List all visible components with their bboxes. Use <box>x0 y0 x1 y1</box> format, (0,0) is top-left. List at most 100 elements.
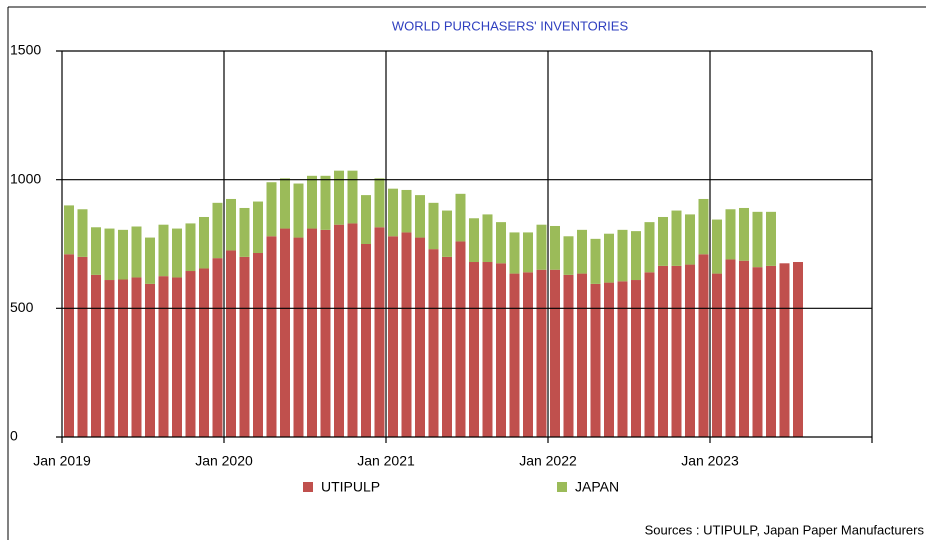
bar-segment <box>779 263 790 437</box>
x-tick-label: Jan 2022 <box>519 453 577 469</box>
bar-segment <box>725 259 736 437</box>
bar-segment <box>347 223 358 437</box>
bar-segment <box>550 269 560 437</box>
bar-segment <box>293 237 304 437</box>
bar-segment <box>725 209 736 260</box>
bar-segment <box>631 231 641 281</box>
bar-segment <box>428 202 439 250</box>
bar-segment <box>226 250 236 437</box>
bar-segment <box>172 277 182 437</box>
bar-segment <box>104 280 115 437</box>
bar-segment <box>604 282 614 437</box>
bar-segment <box>158 224 169 277</box>
bar-segment <box>563 274 574 437</box>
y-tick-label: 0 <box>10 428 18 444</box>
bar-segment <box>455 193 466 242</box>
bar-segment <box>523 272 533 437</box>
bar-segment <box>347 170 358 224</box>
bar-segment <box>280 178 290 229</box>
source-note: Sources : UTIPULP, Japan Paper Manufactu… <box>645 522 925 537</box>
chart-title: WORLD PURCHASERS' INVENTORIES <box>392 18 629 33</box>
bar-segment <box>118 279 128 437</box>
bar-segment <box>145 237 155 284</box>
bar-segment <box>617 281 628 437</box>
x-tick-label: Jan 2021 <box>357 453 415 469</box>
bar-segment <box>577 273 587 437</box>
bar-segment <box>185 271 196 437</box>
bar-segment <box>361 195 371 244</box>
bar-segment <box>320 229 331 437</box>
bar-segment <box>307 228 317 437</box>
bar-segment <box>766 265 776 437</box>
bar-segment <box>658 265 668 437</box>
bar-segment <box>199 268 209 437</box>
bar-segment <box>91 274 101 437</box>
bar-segment <box>64 254 74 437</box>
bar-segment <box>131 277 142 437</box>
bar-segment <box>536 269 547 437</box>
bar-segment <box>415 195 425 238</box>
bar-segment <box>307 175 317 229</box>
bar-segment <box>563 236 574 275</box>
bar-segment <box>145 283 155 437</box>
bar-segment <box>455 241 466 437</box>
bar-segment <box>739 207 749 261</box>
bar-segment <box>118 229 128 280</box>
bar-segment <box>320 175 331 230</box>
bar-segment <box>590 238 601 284</box>
bar-segment <box>361 244 371 437</box>
bar-segment <box>77 256 88 437</box>
bar-segment <box>752 267 763 437</box>
bar-segment <box>658 216 668 266</box>
bar-segment <box>739 260 749 437</box>
bar-segment <box>172 228 182 278</box>
bar-segment <box>442 210 452 257</box>
bar-segment <box>496 222 506 264</box>
bar-segment <box>644 272 655 437</box>
bar-segment <box>523 232 533 273</box>
bar-segment <box>388 188 398 237</box>
bar-segment <box>253 201 263 254</box>
bar-segment <box>158 276 169 437</box>
bar-segment <box>469 262 479 437</box>
bar-segment <box>334 170 344 225</box>
bar-segment <box>509 273 520 437</box>
bar-segment <box>91 227 101 275</box>
bar-segment <box>266 182 277 237</box>
bar-segment <box>293 183 304 238</box>
x-tick-label: Jan 2023 <box>681 453 739 469</box>
bar-segment <box>550 225 560 270</box>
bar-segment <box>442 256 452 437</box>
bar-segment <box>496 263 506 437</box>
bar-segment <box>482 262 493 437</box>
bar-segment <box>671 265 682 437</box>
legend-label: UTIPULP <box>321 479 380 495</box>
bar-segment <box>266 236 277 437</box>
bar-segment <box>712 219 722 274</box>
bar-segment <box>226 198 236 251</box>
bar-segment <box>482 214 493 263</box>
bar-segment <box>698 198 709 255</box>
bar-segment <box>199 216 209 269</box>
x-tick-label: Jan 2020 <box>195 453 253 469</box>
bar-segment <box>509 232 520 274</box>
legend-label: JAPAN <box>575 479 619 495</box>
bar-segment <box>428 249 439 437</box>
bar-segment <box>671 210 682 266</box>
y-tick-label: 500 <box>10 299 34 315</box>
bar-segment <box>752 211 763 268</box>
bar-segment <box>685 214 695 265</box>
bar-segment <box>401 189 412 233</box>
bar-segment <box>280 228 290 437</box>
bar-segment <box>212 202 223 259</box>
bar-segment <box>604 233 614 283</box>
bar-segment <box>685 264 695 437</box>
bar-segment <box>374 227 385 437</box>
bar-segment <box>185 223 196 272</box>
y-tick-label: 1500 <box>10 42 41 58</box>
bar-segment <box>712 273 722 437</box>
bar-segment <box>793 262 803 437</box>
bar-segment <box>415 237 425 437</box>
bar-segment <box>577 229 587 274</box>
